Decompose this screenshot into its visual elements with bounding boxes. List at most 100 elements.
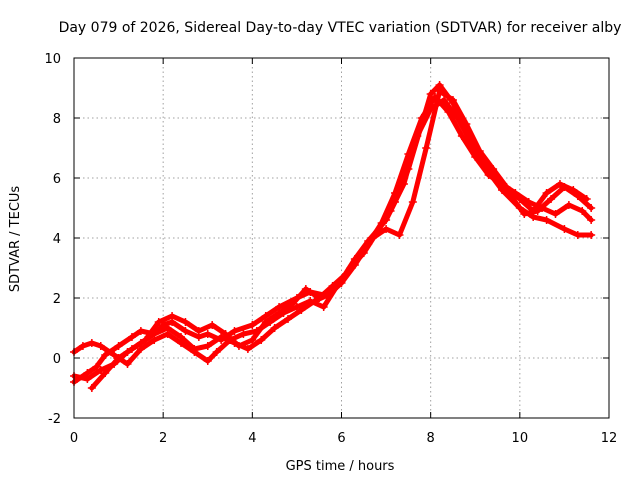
data-point (564, 201, 573, 209)
data-point (377, 219, 386, 227)
x-tick-label: 4 (248, 431, 256, 446)
chart-title: Day 079 of 2026, Sidereal Day-to-day VTE… (59, 20, 622, 36)
series-layer (70, 81, 596, 392)
x-tick-label: 6 (337, 431, 345, 446)
y-tick-label: -2 (48, 412, 61, 427)
data-point (578, 207, 587, 215)
tick-layer: 0 2 4 6 8 10 12 -2 0 2 4 6 8 10 (44, 52, 617, 446)
data-point (203, 342, 212, 350)
data-point (355, 252, 364, 260)
x-axis-label: GPS time / hours (286, 459, 395, 474)
data-point (177, 333, 185, 341)
data-point (194, 327, 203, 335)
data-point (101, 369, 110, 377)
y-axis-label: SDTVAR / TECUs (8, 186, 23, 293)
data-point (96, 342, 105, 350)
data-point (217, 333, 226, 341)
x-tick-label: 10 (512, 431, 529, 446)
data-point (382, 225, 391, 233)
data-point (341, 270, 350, 278)
data-point (141, 336, 150, 344)
data-point (573, 231, 582, 239)
data-point (181, 327, 190, 335)
y-tick-label: 0 (53, 352, 61, 367)
x-tick-label: 0 (70, 431, 78, 446)
data-point (181, 318, 190, 326)
data-point (92, 363, 101, 371)
data-point (270, 324, 279, 332)
x-tick-label: 8 (427, 431, 435, 446)
data-point (587, 216, 596, 224)
data-point (417, 114, 426, 122)
data-point (529, 207, 538, 215)
y-tick-label: 6 (53, 172, 61, 187)
data-point (319, 303, 328, 311)
data-point (422, 144, 431, 152)
x-tick-label: 2 (159, 431, 167, 446)
data-point (404, 150, 413, 158)
data-point (328, 282, 337, 290)
data-point (208, 321, 217, 329)
data-point (78, 342, 87, 350)
data-point (123, 360, 132, 368)
data-point (582, 195, 591, 203)
y-tick-label: 2 (53, 292, 61, 307)
data-point (275, 309, 284, 317)
data-point (239, 330, 248, 338)
data-point (154, 318, 163, 326)
data-point (292, 303, 301, 311)
data-point (190, 345, 199, 353)
data-point (315, 294, 324, 302)
data-point (457, 132, 466, 140)
data-point (96, 366, 105, 374)
data-point (547, 195, 556, 203)
data-point (248, 321, 257, 329)
data-point (444, 108, 453, 116)
data-point (101, 351, 110, 359)
series-line (89, 88, 590, 391)
data-point (248, 336, 257, 344)
data-point (368, 234, 377, 242)
data-point (515, 195, 524, 203)
data-point (435, 87, 444, 95)
data-point (475, 147, 484, 155)
x-tick-label: 12 (601, 431, 618, 446)
data-point (127, 345, 136, 353)
data-point (462, 120, 471, 128)
data-point (453, 114, 462, 122)
y-tick-label: 10 (44, 52, 61, 67)
data-point (538, 204, 547, 212)
data-point (136, 327, 145, 335)
data-point (288, 300, 297, 308)
data-point (212, 348, 221, 356)
data-point (168, 312, 177, 320)
data-point (520, 210, 529, 218)
data-point (471, 153, 480, 161)
data-point (87, 339, 96, 347)
data-point (426, 90, 435, 98)
data-point (257, 336, 266, 344)
data-point (395, 231, 404, 239)
data-point (127, 333, 136, 341)
data-point (301, 285, 310, 293)
data-point (555, 180, 564, 188)
data-point (234, 342, 243, 350)
grid (74, 58, 609, 418)
data-point (489, 165, 498, 173)
data-point (230, 327, 239, 335)
data-point (391, 189, 399, 197)
data-point (587, 231, 596, 239)
data-point (440, 96, 449, 104)
data-point (560, 225, 569, 233)
series-line (71, 97, 594, 367)
data-point (114, 354, 123, 362)
data-point (243, 345, 252, 353)
data-point (297, 306, 306, 314)
data-point (484, 171, 493, 179)
data-point (408, 198, 417, 206)
data-point (83, 375, 92, 383)
data-point (203, 357, 212, 365)
data-point (284, 315, 292, 323)
data-point (542, 189, 551, 197)
